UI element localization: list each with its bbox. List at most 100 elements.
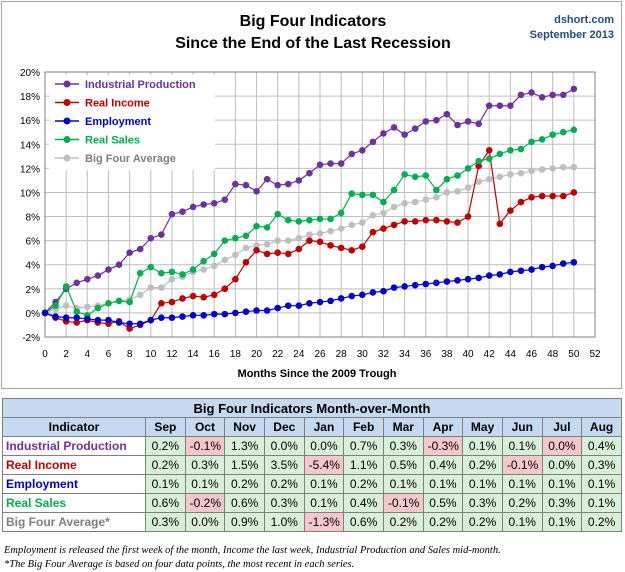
data-point bbox=[242, 244, 250, 252]
x-tick-label: 30 bbox=[357, 349, 369, 360]
value-cell: 0.1% bbox=[462, 474, 503, 494]
series-industrial-production bbox=[41, 85, 578, 317]
x-tick-label: 34 bbox=[399, 349, 411, 360]
x-axis-label: Months Since the 2009 Trough bbox=[238, 368, 397, 380]
data-point bbox=[496, 102, 504, 110]
y-tick-label: 12% bbox=[20, 164, 40, 175]
value-cell: 0.2% bbox=[145, 436, 186, 456]
data-point bbox=[475, 120, 482, 128]
footnotes: Employment is released the first week of… bbox=[4, 544, 619, 572]
month-header: Jul bbox=[541, 417, 583, 437]
x-tick-label: 18 bbox=[230, 349, 242, 360]
x-tick-label: 10 bbox=[145, 349, 157, 360]
y-tick-label: 2% bbox=[26, 285, 41, 296]
data-point bbox=[179, 295, 186, 302]
data-point bbox=[221, 285, 229, 293]
legend-marker bbox=[63, 80, 71, 88]
data-point bbox=[348, 150, 356, 158]
data-point bbox=[464, 165, 472, 172]
data-point bbox=[253, 222, 260, 230]
data-point bbox=[84, 275, 91, 283]
data-point bbox=[210, 199, 218, 207]
data-point bbox=[433, 216, 440, 224]
x-tick-label: 42 bbox=[484, 349, 496, 360]
month-header: Nov bbox=[224, 417, 265, 437]
value-cell: 0.2% bbox=[581, 512, 622, 532]
data-point bbox=[253, 242, 260, 249]
data-point bbox=[348, 190, 356, 197]
data-point bbox=[62, 283, 70, 290]
value-cell: 0.9% bbox=[224, 512, 265, 532]
data-point bbox=[348, 292, 356, 300]
value-cell: 0.2% bbox=[382, 512, 424, 532]
table-body: Industrial Production 0.2% -0.1% 1.3% 0.0% 0.… bbox=[2, 436, 622, 532]
data-point bbox=[517, 91, 525, 99]
data-point bbox=[485, 155, 493, 163]
data-point bbox=[168, 314, 176, 322]
value-cell: 0.1% bbox=[581, 493, 622, 513]
data-point bbox=[517, 267, 525, 275]
data-point bbox=[538, 263, 546, 271]
value-cell: 0.1% bbox=[382, 474, 424, 494]
data-point bbox=[295, 302, 303, 309]
data-point bbox=[158, 299, 165, 307]
data-point bbox=[295, 177, 303, 184]
data-point bbox=[200, 266, 207, 273]
data-point bbox=[464, 118, 472, 125]
data-point bbox=[464, 213, 472, 220]
data-point bbox=[454, 187, 461, 195]
axes: -2%0%2%4%6%8%10%12%14%16%18%20%0 2 4 6 8 10 12… bbox=[20, 68, 601, 360]
data-point bbox=[411, 125, 419, 132]
data-point bbox=[221, 237, 229, 244]
table-row: Real Sales 0.6% -0.2% 0.6% 0.3% 0.1% 0.4% -0.1%… bbox=[2, 493, 622, 513]
data-point bbox=[306, 169, 313, 177]
data-point bbox=[179, 208, 186, 216]
legend-label: Employment bbox=[85, 116, 151, 128]
x-tick-label: 32 bbox=[378, 349, 390, 360]
value-cell: 0.4% bbox=[581, 436, 622, 456]
value-cell: 0.6% bbox=[145, 493, 186, 513]
data-point bbox=[147, 263, 155, 271]
data-point bbox=[147, 316, 155, 324]
x-tick-label: 4 bbox=[85, 349, 91, 360]
data-point bbox=[348, 246, 356, 254]
x-tick-label: 14 bbox=[188, 349, 200, 360]
data-point bbox=[401, 131, 408, 138]
data-point bbox=[538, 93, 546, 101]
data-point bbox=[464, 275, 472, 283]
data-point bbox=[221, 196, 229, 203]
table-row: Big Four Average* 0.3% 0.0% 0.9% 1.0% -1.3% 0.… bbox=[2, 512, 622, 532]
data-point bbox=[263, 175, 271, 183]
data-point bbox=[158, 231, 165, 238]
value-cell: 0.2% bbox=[422, 512, 464, 532]
data-point bbox=[41, 309, 49, 317]
data-point bbox=[559, 192, 567, 200]
month-header: Jun bbox=[501, 417, 543, 437]
data-point bbox=[401, 199, 408, 207]
data-point bbox=[242, 181, 250, 189]
value-cell: 0.3% bbox=[263, 493, 305, 513]
data-point bbox=[126, 298, 133, 306]
data-point bbox=[263, 224, 271, 231]
value-cell: 0.6% bbox=[343, 512, 384, 532]
legend-label: Real Income bbox=[85, 98, 150, 110]
data-point bbox=[242, 232, 250, 240]
data-point bbox=[306, 216, 313, 224]
data-point bbox=[295, 234, 303, 242]
data-point bbox=[73, 314, 81, 322]
data-point bbox=[570, 259, 578, 266]
data-point bbox=[443, 278, 451, 285]
data-point bbox=[306, 231, 313, 238]
value-cell: 0.1% bbox=[541, 474, 583, 494]
value-cell: 0.3% bbox=[145, 512, 186, 532]
y-tick-label: -2% bbox=[22, 333, 40, 344]
data-point bbox=[295, 245, 303, 253]
data-point bbox=[200, 312, 207, 319]
data-point bbox=[559, 163, 567, 171]
data-point bbox=[517, 169, 525, 177]
data-point bbox=[507, 171, 514, 178]
value-cell: 0.2% bbox=[145, 455, 186, 475]
data-point bbox=[570, 189, 578, 196]
data-point bbox=[179, 271, 186, 278]
y-tick-label: 8% bbox=[26, 213, 41, 224]
